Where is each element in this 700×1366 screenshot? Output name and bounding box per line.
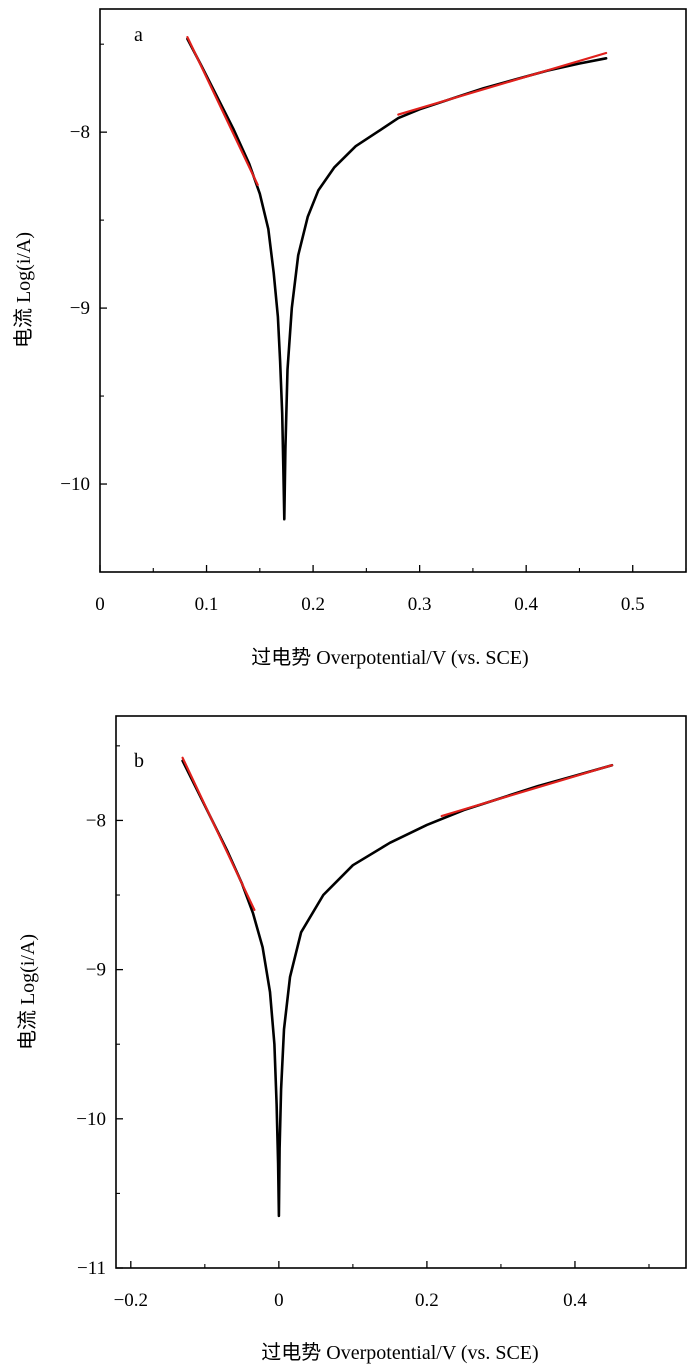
plot-frame-b xyxy=(115,715,687,1269)
x-tick-label: 0 xyxy=(274,1290,284,1311)
plot-frame-a xyxy=(99,8,687,573)
x-tick-label: 0.4 xyxy=(563,1290,587,1311)
x-axis-a: 0 0.1 0.2 0.3 0.4 0.5 xyxy=(95,565,687,615)
y-tick-label: −9 xyxy=(86,960,106,981)
polarization-curve xyxy=(186,37,608,521)
y-tick-label: −8 xyxy=(70,122,90,143)
panel-label-b: b xyxy=(134,750,144,772)
y-tick-label: −10 xyxy=(76,1109,106,1130)
y-tick-label: −9 xyxy=(70,298,90,319)
tafel-fit-line xyxy=(440,764,614,818)
x-tick-label: 0.4 xyxy=(514,594,538,615)
y-axis-a: −8 −9 −10 xyxy=(60,43,107,495)
chart-panel-b: b −8 −9 −10 −11 −0.2 0 0.2 0.4 过电势 Overpotenti… xyxy=(16,715,687,1364)
y-axis-b: −8 −9 −10 −11 xyxy=(76,745,123,1279)
tafel-fit-line xyxy=(186,36,259,186)
tafel-fit-line xyxy=(181,756,256,911)
x-axis-label-a: 过电势 Overpotential/V (vs. SCE) xyxy=(251,646,528,669)
x-tick-label: 0.1 xyxy=(195,594,219,615)
x-tick-label: 0.5 xyxy=(621,594,645,615)
x-axis-label-b: 过电势 Overpotential/V (vs. SCE) xyxy=(261,1341,538,1364)
y-tick-label: −8 xyxy=(86,810,106,831)
y-tick-label: −10 xyxy=(60,474,90,495)
y-axis-label-b: 电流 Log(i/A) xyxy=(16,934,39,1050)
y-tick-label: −11 xyxy=(77,1258,106,1279)
chart-panel-a: a −8 −9 −10 0 0.1 0.2 0.3 0.4 0.5 过电势 Overpoten… xyxy=(12,8,687,669)
panel-label-a: a xyxy=(134,24,143,46)
tafel-fit-line xyxy=(397,51,608,116)
x-tick-label: 0 xyxy=(95,594,105,615)
y-axis-label-a: 电流 Log(i/A) xyxy=(12,232,35,348)
polarization-curve xyxy=(181,759,614,1218)
x-axis-b: −0.2 0 0.2 0.4 xyxy=(114,1261,650,1311)
x-tick-label: −0.2 xyxy=(114,1290,148,1311)
x-tick-label: 0.3 xyxy=(408,594,432,615)
series-group-a xyxy=(186,36,608,521)
x-tick-label: 0.2 xyxy=(415,1290,439,1311)
x-tick-label: 0.2 xyxy=(301,594,325,615)
series-group-b xyxy=(181,756,614,1218)
